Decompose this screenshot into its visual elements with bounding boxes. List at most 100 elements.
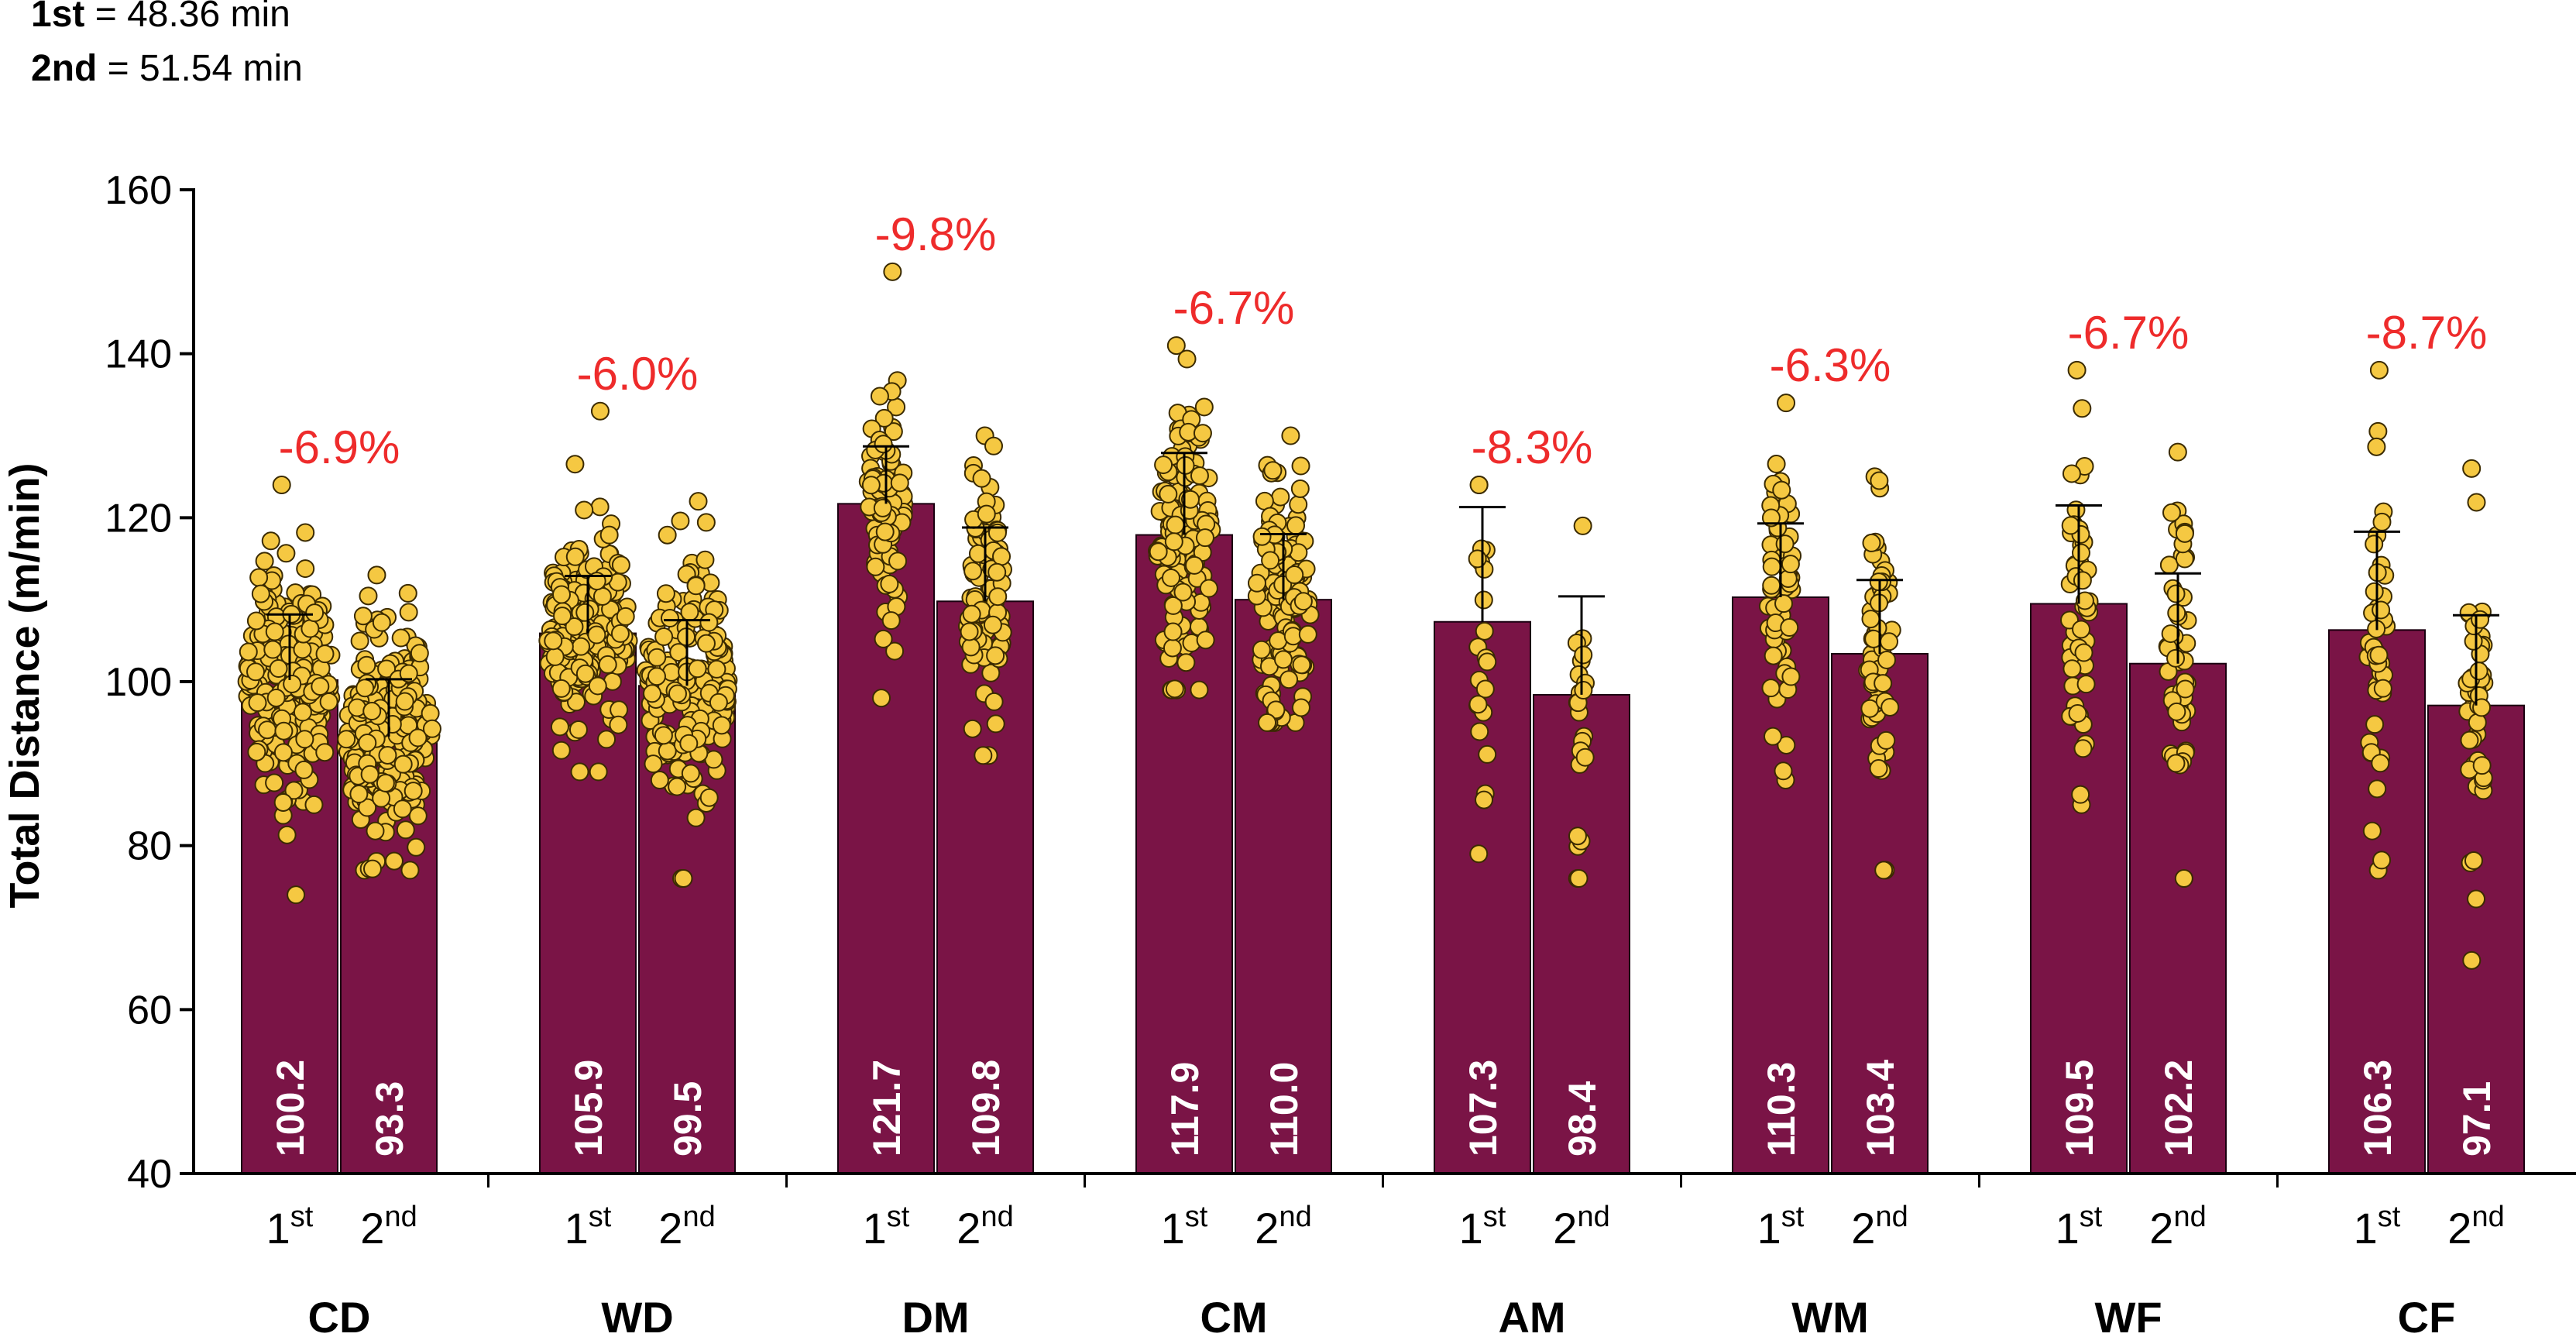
data-point [1176,653,1196,672]
pct-change-label: -6.7% [1173,282,1295,334]
data-point [1763,727,1782,746]
data-point [2061,516,2080,535]
data-point [647,667,666,686]
data-point [311,677,330,696]
data-point [1761,508,1781,528]
pct-change-label: -6.0% [577,348,699,400]
data-point [544,631,563,651]
bar-value-label: 110.3 [1760,1062,1803,1157]
data-point [1279,670,1299,689]
half-tick-label: 1st [266,1201,314,1253]
data-point [2168,442,2187,462]
data-point [248,693,267,713]
data-point [1298,624,1317,644]
data-point [592,586,612,606]
half-tick-label: 2nd [1553,1201,1609,1253]
data-point [654,627,674,646]
data-point [654,726,673,745]
half-tick-label: 1st [2354,1201,2401,1253]
data-point [2071,785,2090,804]
data-point [712,716,731,735]
labels-layer: 100.2 1st 93.3 2nd CD -6.9% 105.9 1st 99.5 2nd WD -… [105,168,2504,1337]
data-point [644,754,663,774]
half-tick-label: 1st [1459,1201,1506,1253]
data-point [1475,679,1495,699]
data-point [962,604,981,624]
dots-layer [237,262,2494,970]
data-point [360,765,380,784]
data-point [984,692,1004,711]
data-point [1478,652,1497,672]
data-point [880,574,899,593]
data-point [1475,621,1494,641]
data-point [881,611,901,631]
data-point [610,624,630,643]
data-point [987,562,1007,582]
data-point [1575,748,1595,767]
data-point [992,547,1012,566]
data-point [2166,584,2186,603]
data-point [2467,889,2486,909]
data-point [1569,869,1589,888]
data-point [2368,421,2388,441]
data-point [2162,503,2181,522]
data-point [296,559,315,579]
data-point [2166,754,2186,773]
data-point [1162,568,1181,587]
data-point [421,703,440,723]
data-point [1247,573,1266,593]
data-point [1180,490,1200,509]
y-axis-label: Total Distance (m/min) [2,462,48,908]
data-point [2067,360,2087,380]
data-point [575,664,595,683]
data-point [359,586,378,606]
axes-layer [180,188,2576,1187]
data-point [2167,702,2186,721]
data-point [963,562,983,581]
data-point [265,622,284,641]
data-point [1764,646,1783,665]
bar-value-label: 105.9 [567,1060,610,1157]
bar-value-label: 98.4 [1561,1081,1604,1157]
data-point [1869,759,1888,778]
data-point [696,513,716,532]
data-point [988,587,1008,607]
data-point [2373,679,2392,698]
data-point [872,689,891,708]
half-tick-label: 1st [565,1201,612,1253]
data-point [1780,618,1799,638]
data-point [599,525,619,545]
data-point [1176,455,1195,475]
data-point [2372,600,2391,620]
data-point [696,550,715,569]
data-point [1777,735,1796,754]
data-point [565,617,584,637]
data-point [1469,476,1489,494]
data-point [1774,594,1794,614]
data-point [688,659,707,679]
data-point [2161,624,2180,644]
data-point [590,497,610,517]
data-point [658,525,677,545]
data-point [597,730,617,749]
data-point [1870,471,1889,490]
data-point [616,607,635,626]
data-point [2167,603,2186,623]
data-point [974,746,993,765]
data-point [304,795,324,814]
data-point [686,576,706,596]
data-point [589,762,608,782]
data-point [391,628,410,648]
data-point [287,885,306,905]
data-point [668,684,687,703]
data-point [1149,542,1168,562]
category-label-DM: DM [902,1293,969,1337]
data-point [358,733,377,752]
data-point [587,625,606,644]
data-point [884,422,903,442]
data-point [1261,551,1280,570]
data-point [1761,679,1781,698]
data-point [362,702,382,721]
data-point [983,615,1002,634]
data-point [551,585,571,604]
